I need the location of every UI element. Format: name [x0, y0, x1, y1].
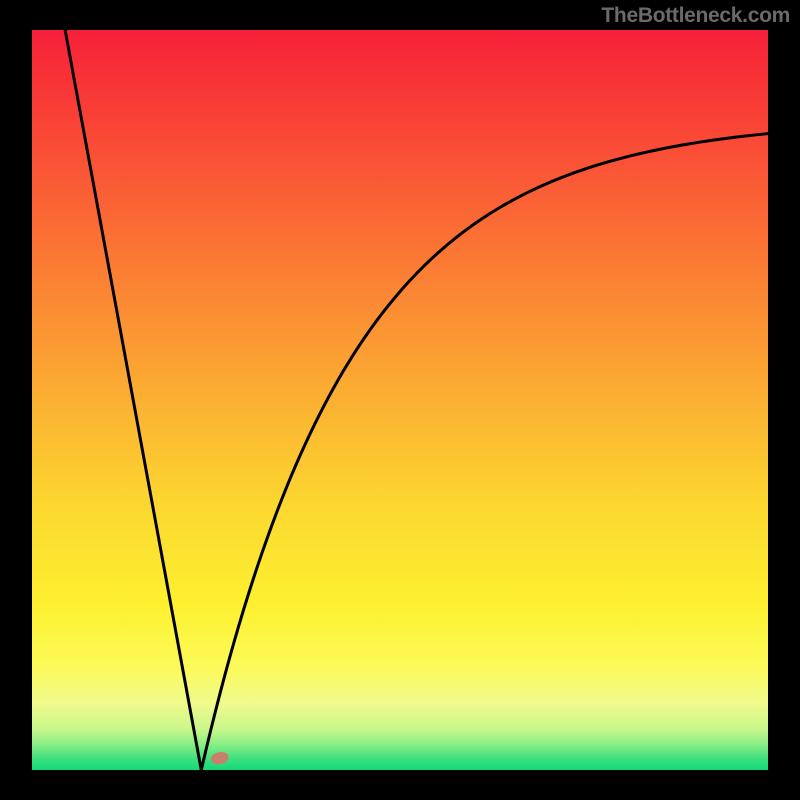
watermark-text: TheBottleneck.com [601, 0, 800, 30]
chart-container: TheBottleneck.com [0, 0, 800, 800]
chart-svg [0, 0, 800, 800]
plot-background [32, 30, 768, 770]
